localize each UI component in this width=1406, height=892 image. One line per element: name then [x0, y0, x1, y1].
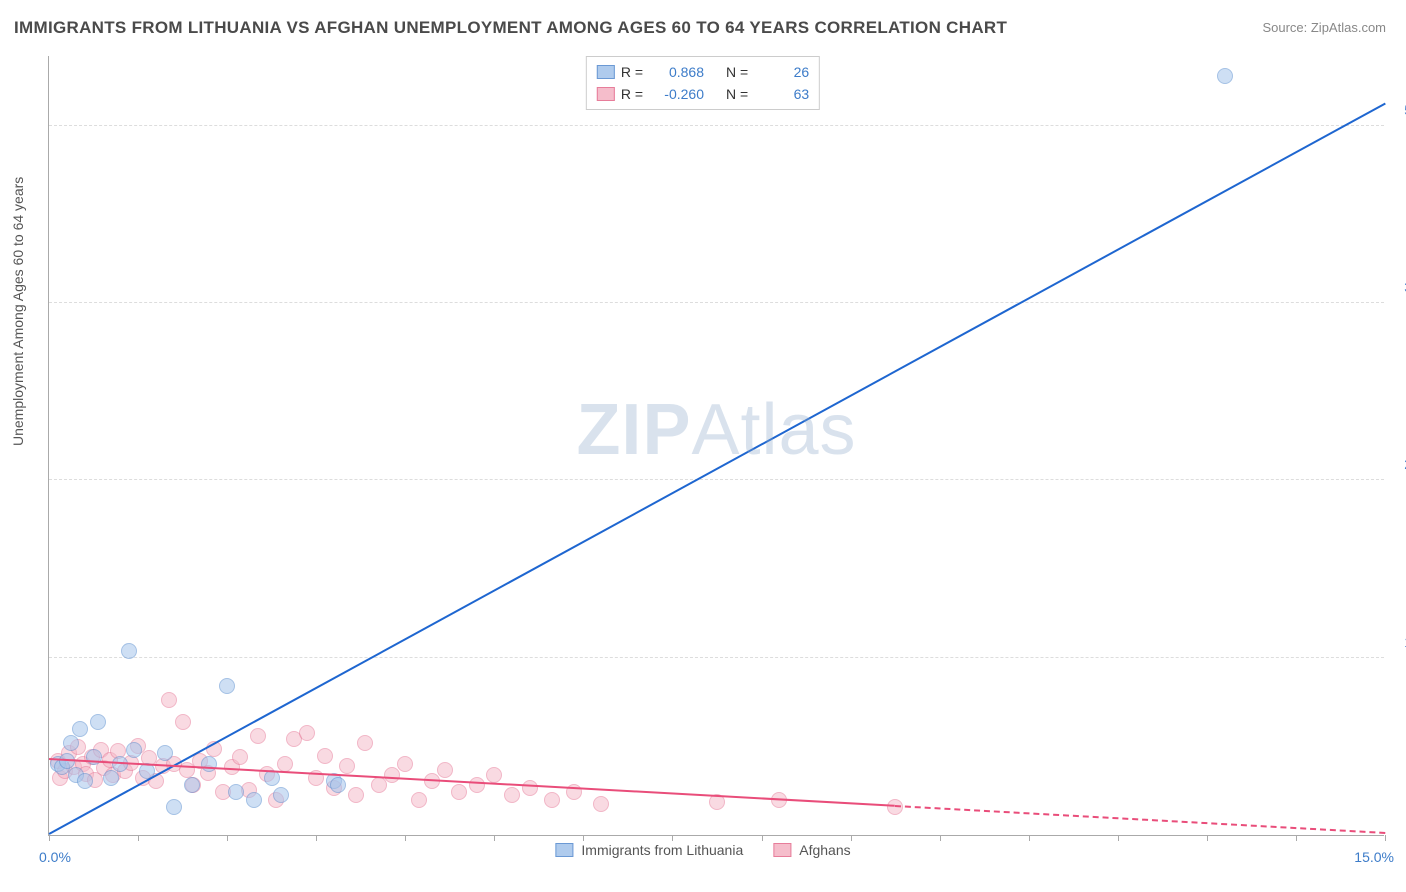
x-tick [851, 835, 852, 841]
legend-row-lithuania: R = 0.868 N = 26 [597, 61, 809, 83]
x-tick-label-right: 15.0% [1354, 849, 1394, 865]
x-tick [583, 835, 584, 841]
gridline [49, 479, 1384, 480]
gridline [49, 302, 1384, 303]
n-label: N = [726, 64, 748, 80]
x-tick [1118, 835, 1119, 841]
series-label-lithuania: Immigrants from Lithuania [581, 842, 743, 858]
legend-series: Immigrants from Lithuania Afghans [555, 842, 850, 858]
scatter-point-lithuania [273, 787, 289, 803]
scatter-point-afghans [348, 787, 364, 803]
n-value-afghans: 63 [754, 86, 809, 102]
scatter-point-afghans [486, 767, 502, 783]
scatter-point-afghans [544, 792, 560, 808]
r-label: R = [621, 86, 643, 102]
x-tick [1296, 835, 1297, 841]
x-tick [227, 835, 228, 841]
chart-container: IMMIGRANTS FROM LITHUANIA VS AFGHAN UNEM… [0, 0, 1406, 892]
x-tick [762, 835, 763, 841]
scatter-point-afghans [250, 728, 266, 744]
legend-row-afghans: R = -0.260 N = 63 [597, 83, 809, 105]
watermark-zip: ZIP [576, 390, 691, 470]
x-tick [1207, 835, 1208, 841]
scatter-point-afghans [397, 756, 413, 772]
r-value-afghans: -0.260 [649, 86, 704, 102]
scatter-point-afghans [384, 767, 400, 783]
scatter-point-afghans [437, 762, 453, 778]
legend-item-lithuania: Immigrants from Lithuania [555, 842, 743, 858]
x-tick [138, 835, 139, 841]
swatch-afghans-bottom [773, 843, 791, 857]
trendline-dash-afghans [895, 805, 1385, 834]
scatter-point-lithuania [184, 777, 200, 793]
scatter-point-afghans [411, 792, 427, 808]
scatter-point-lithuania [219, 678, 235, 694]
scatter-point-afghans [299, 725, 315, 741]
scatter-point-afghans [317, 748, 333, 764]
x-tick [1029, 835, 1030, 841]
swatch-lithuania-bottom [555, 843, 573, 857]
r-value-lithuania: 0.868 [649, 64, 704, 80]
scatter-point-lithuania [103, 770, 119, 786]
scatter-point-lithuania [121, 643, 137, 659]
n-label: N = [726, 86, 748, 102]
watermark: ZIPAtlas [576, 389, 856, 471]
legend-item-afghans: Afghans [773, 842, 850, 858]
n-value-lithuania: 26 [754, 64, 809, 80]
scatter-point-afghans [357, 735, 373, 751]
scatter-point-lithuania [72, 721, 88, 737]
chart-title: IMMIGRANTS FROM LITHUANIA VS AFGHAN UNEM… [14, 18, 1007, 38]
legend-correlation: R = 0.868 N = 26 R = -0.260 N = 63 [586, 56, 820, 110]
x-tick-label-left: 0.0% [39, 849, 71, 865]
scatter-point-lithuania [1217, 68, 1233, 84]
scatter-point-afghans [277, 756, 293, 772]
scatter-point-lithuania [201, 756, 217, 772]
x-tick [316, 835, 317, 841]
scatter-point-afghans [161, 692, 177, 708]
plot-area: ZIPAtlas 12.5%25.0%37.5%50.0%0.0%15.0% [48, 56, 1384, 836]
gridline [49, 125, 1384, 126]
x-tick [940, 835, 941, 841]
trendline-lithuania [49, 103, 1386, 835]
scatter-point-afghans [232, 749, 248, 765]
swatch-afghans [597, 87, 615, 101]
scatter-point-afghans [339, 758, 355, 774]
scatter-point-lithuania [157, 745, 173, 761]
scatter-point-afghans [522, 780, 538, 796]
swatch-lithuania [597, 65, 615, 79]
scatter-point-lithuania [126, 742, 142, 758]
y-axis-label: Unemployment Among Ages 60 to 64 years [10, 177, 26, 446]
scatter-point-afghans [175, 714, 191, 730]
x-tick [672, 835, 673, 841]
scatter-point-lithuania [90, 714, 106, 730]
watermark-atlas: Atlas [691, 390, 856, 470]
x-tick [49, 835, 50, 841]
scatter-point-afghans [593, 796, 609, 812]
scatter-point-afghans [451, 784, 467, 800]
scatter-point-lithuania [166, 799, 182, 815]
scatter-point-afghans [504, 787, 520, 803]
r-label: R = [621, 64, 643, 80]
scatter-point-lithuania [77, 773, 93, 789]
gridline [49, 657, 1384, 658]
scatter-point-lithuania [246, 792, 262, 808]
scatter-point-lithuania [228, 784, 244, 800]
series-label-afghans: Afghans [799, 842, 850, 858]
x-tick [1385, 835, 1386, 841]
source-label: Source: ZipAtlas.com [1262, 20, 1386, 35]
x-tick [405, 835, 406, 841]
scatter-point-lithuania [330, 777, 346, 793]
scatter-point-afghans [371, 777, 387, 793]
x-tick [494, 835, 495, 841]
scatter-point-lithuania [63, 735, 79, 751]
scatter-point-afghans [469, 777, 485, 793]
